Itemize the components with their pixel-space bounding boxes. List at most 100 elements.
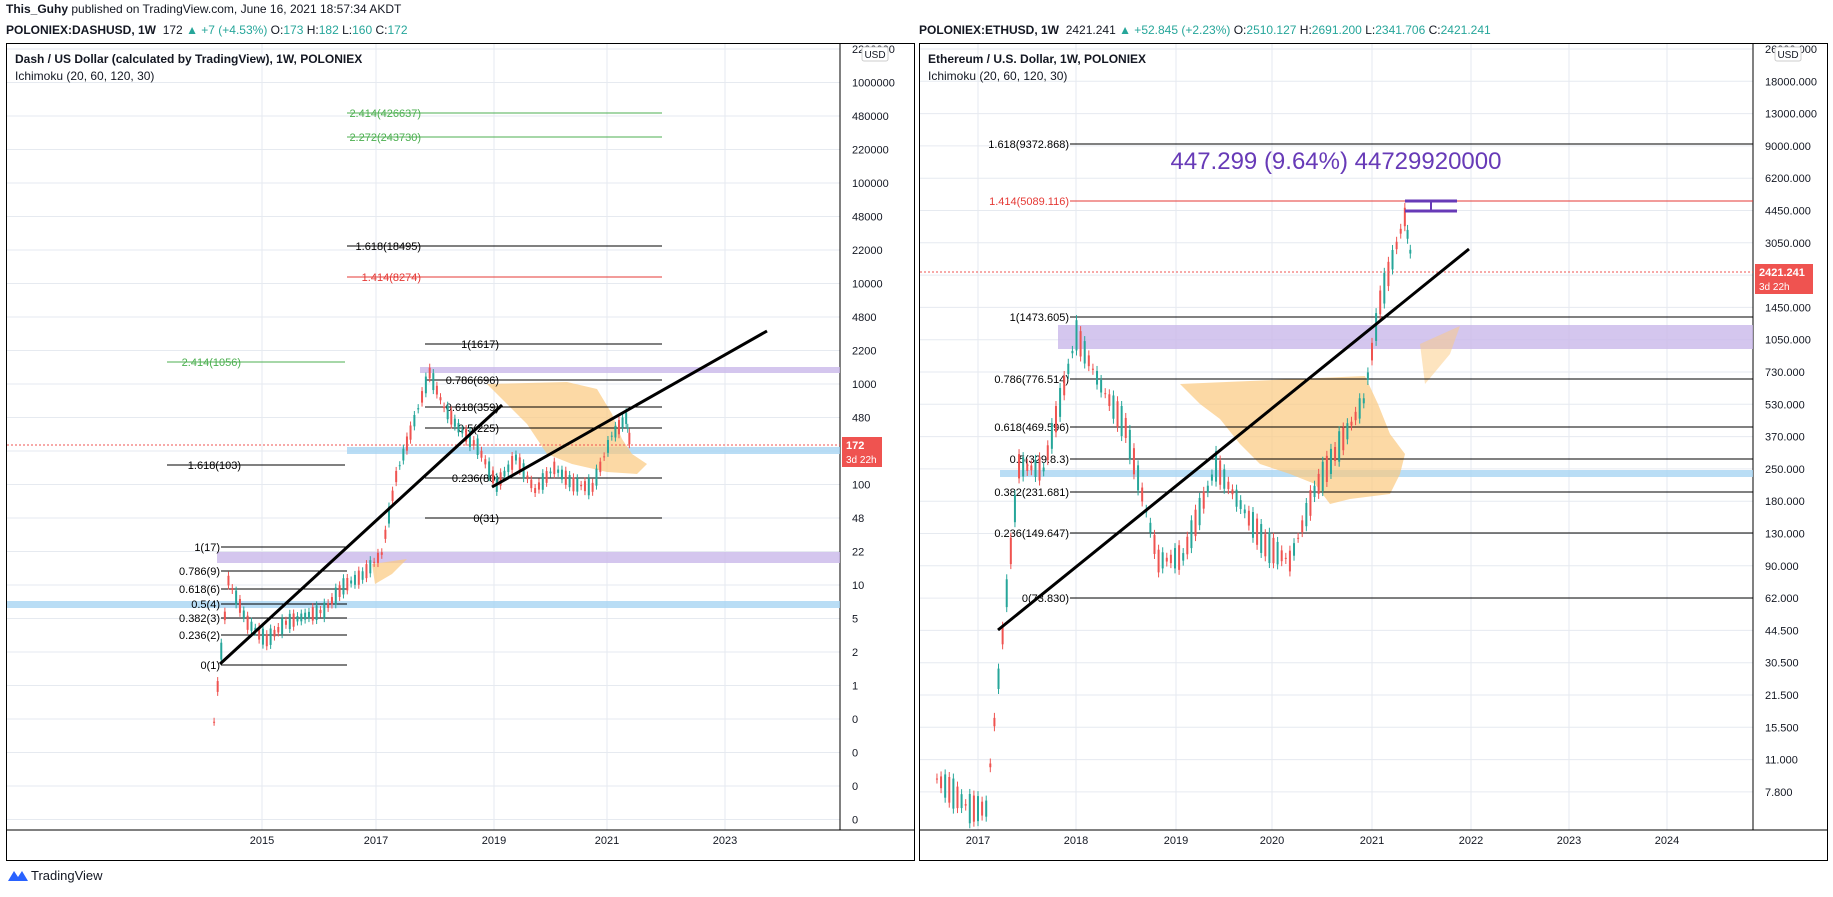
y-tick-label: 180.000 — [1765, 496, 1805, 508]
candle-body — [1190, 520, 1193, 549]
candle-body — [327, 603, 330, 608]
candle-body — [944, 774, 947, 798]
candle-body — [1124, 417, 1127, 438]
right-indicator-label[interactable]: Ichimoku (20, 60, 120, 30) — [928, 69, 1068, 83]
y-tick-label: 100 — [852, 480, 870, 492]
candle-body — [1231, 489, 1234, 495]
candle-body — [1325, 455, 1328, 482]
y-tick-label: 0 — [852, 815, 858, 827]
right-h-label: H: — [1299, 23, 1312, 37]
left-h-label: H: — [306, 23, 319, 37]
candle-body — [227, 575, 230, 586]
right-change: ▲ +52.845 (+2.23%) — [1119, 23, 1231, 37]
candle-body — [1354, 411, 1357, 421]
candle-body — [1104, 393, 1107, 395]
left-chart-svg[interactable]: 2015201720192021202322000001000000480000… — [7, 44, 914, 860]
left-c: 172 — [387, 23, 408, 37]
left-symbol[interactable]: POLONIEX:DASHUSD, 1W — [6, 23, 157, 37]
candle-body — [223, 611, 226, 621]
left-l-label: L: — [342, 23, 353, 37]
candle-body — [1309, 490, 1312, 516]
candle-body — [1293, 543, 1296, 556]
fib-level-label: 1.414(5089.116) — [989, 196, 1069, 208]
candle-body — [1260, 524, 1263, 553]
candle-body — [1046, 445, 1049, 461]
author-name[interactable]: This_Guhy — [6, 2, 69, 16]
candle-body — [968, 793, 971, 824]
right-chart-svg[interactable]: 2017201820192020202120222023202426000.00… — [920, 44, 1827, 860]
candle-body — [557, 469, 560, 473]
candle-body — [1284, 557, 1287, 559]
left-indicator-label[interactable]: Ichimoku (20, 60, 120, 30) — [15, 69, 155, 83]
candle-body — [1317, 473, 1320, 494]
candle-body — [514, 454, 517, 461]
candle-body — [952, 778, 955, 809]
candle-body — [413, 414, 416, 427]
tradingview-logo[interactable]: TradingView — [8, 868, 103, 883]
y-tick-label: 10 — [852, 580, 864, 592]
candle-body — [503, 470, 506, 477]
right-chart-pane[interactable]: 2017201820192020202120222023202426000.00… — [919, 43, 1828, 861]
last-price-value: 172 — [846, 440, 864, 452]
candle-body — [614, 425, 617, 438]
left-h: 182 — [318, 23, 339, 37]
y-tick-label: 370.000 — [1765, 432, 1805, 444]
right-l: 2341.706 — [1375, 23, 1426, 37]
candle-body — [1235, 489, 1238, 507]
candle-body — [1338, 431, 1341, 462]
y-tick-label: 90.000 — [1765, 561, 1799, 573]
candle-body — [530, 479, 533, 489]
fib-level-label: 0.382(3) — [179, 613, 220, 625]
candle-body — [1050, 423, 1053, 449]
right-c-label: C: — [1428, 23, 1441, 37]
candle-body — [319, 609, 322, 614]
fib-level-label: 1.618(18495) — [356, 241, 421, 253]
ichimoku-cloud — [1180, 376, 1405, 504]
candle-body — [1018, 454, 1021, 479]
y-tick-label: 130.000 — [1765, 529, 1805, 541]
y-tick-label: 22000 — [852, 245, 883, 257]
candle-body — [307, 611, 310, 619]
candle-body — [261, 628, 264, 645]
candle-body — [1005, 579, 1008, 608]
candle-body — [1120, 405, 1123, 437]
candle-body — [1210, 474, 1213, 481]
candle-body — [1075, 320, 1078, 351]
candle-body — [1169, 554, 1172, 564]
candle-body — [468, 431, 471, 448]
right-h: 2691.200 — [1311, 23, 1362, 37]
candle-body — [281, 618, 284, 635]
candle-body — [534, 488, 537, 494]
candle-body — [304, 612, 307, 620]
right-symbol[interactable]: POLONIEX:ETHUSD, 1W — [919, 23, 1060, 37]
right-l-label: L: — [1365, 23, 1376, 37]
candle-body — [1202, 491, 1205, 509]
published-text: published on TradingView.com, June 16, 2… — [71, 2, 402, 16]
candle-body — [461, 429, 464, 434]
candle-body — [1034, 459, 1037, 477]
candle-body — [1247, 510, 1250, 526]
y-tick-label: 44.500 — [1765, 625, 1799, 637]
candle-body — [1358, 398, 1361, 419]
x-tick-label: 2023 — [1557, 835, 1581, 847]
candle-body — [610, 435, 613, 437]
currency-box — [1774, 46, 1802, 62]
ichimoku-cloud — [1420, 326, 1460, 384]
support-zone — [7, 601, 840, 608]
candle-body — [1009, 537, 1012, 565]
fib-level-label: 0.618(469.596) — [994, 422, 1069, 434]
y-tick-label: 15.500 — [1765, 722, 1799, 734]
candle-body — [1243, 509, 1246, 514]
candle-body — [373, 561, 376, 563]
fib-level-label: 1(17) — [194, 542, 220, 554]
candle-body — [1116, 401, 1119, 427]
candle-body — [599, 461, 602, 473]
candle-body — [1366, 372, 1369, 380]
candle-body — [284, 620, 287, 625]
y-tick-label: 6200.000 — [1765, 173, 1811, 185]
fib-level-label: 0.236(149.647) — [994, 528, 1069, 540]
y-tick-label: 480000 — [852, 111, 889, 123]
last-price-value: 2421.241 — [1759, 267, 1805, 279]
left-chart-pane[interactable]: 2015201720192021202322000001000000480000… — [6, 43, 915, 861]
candle-body — [1256, 518, 1259, 545]
